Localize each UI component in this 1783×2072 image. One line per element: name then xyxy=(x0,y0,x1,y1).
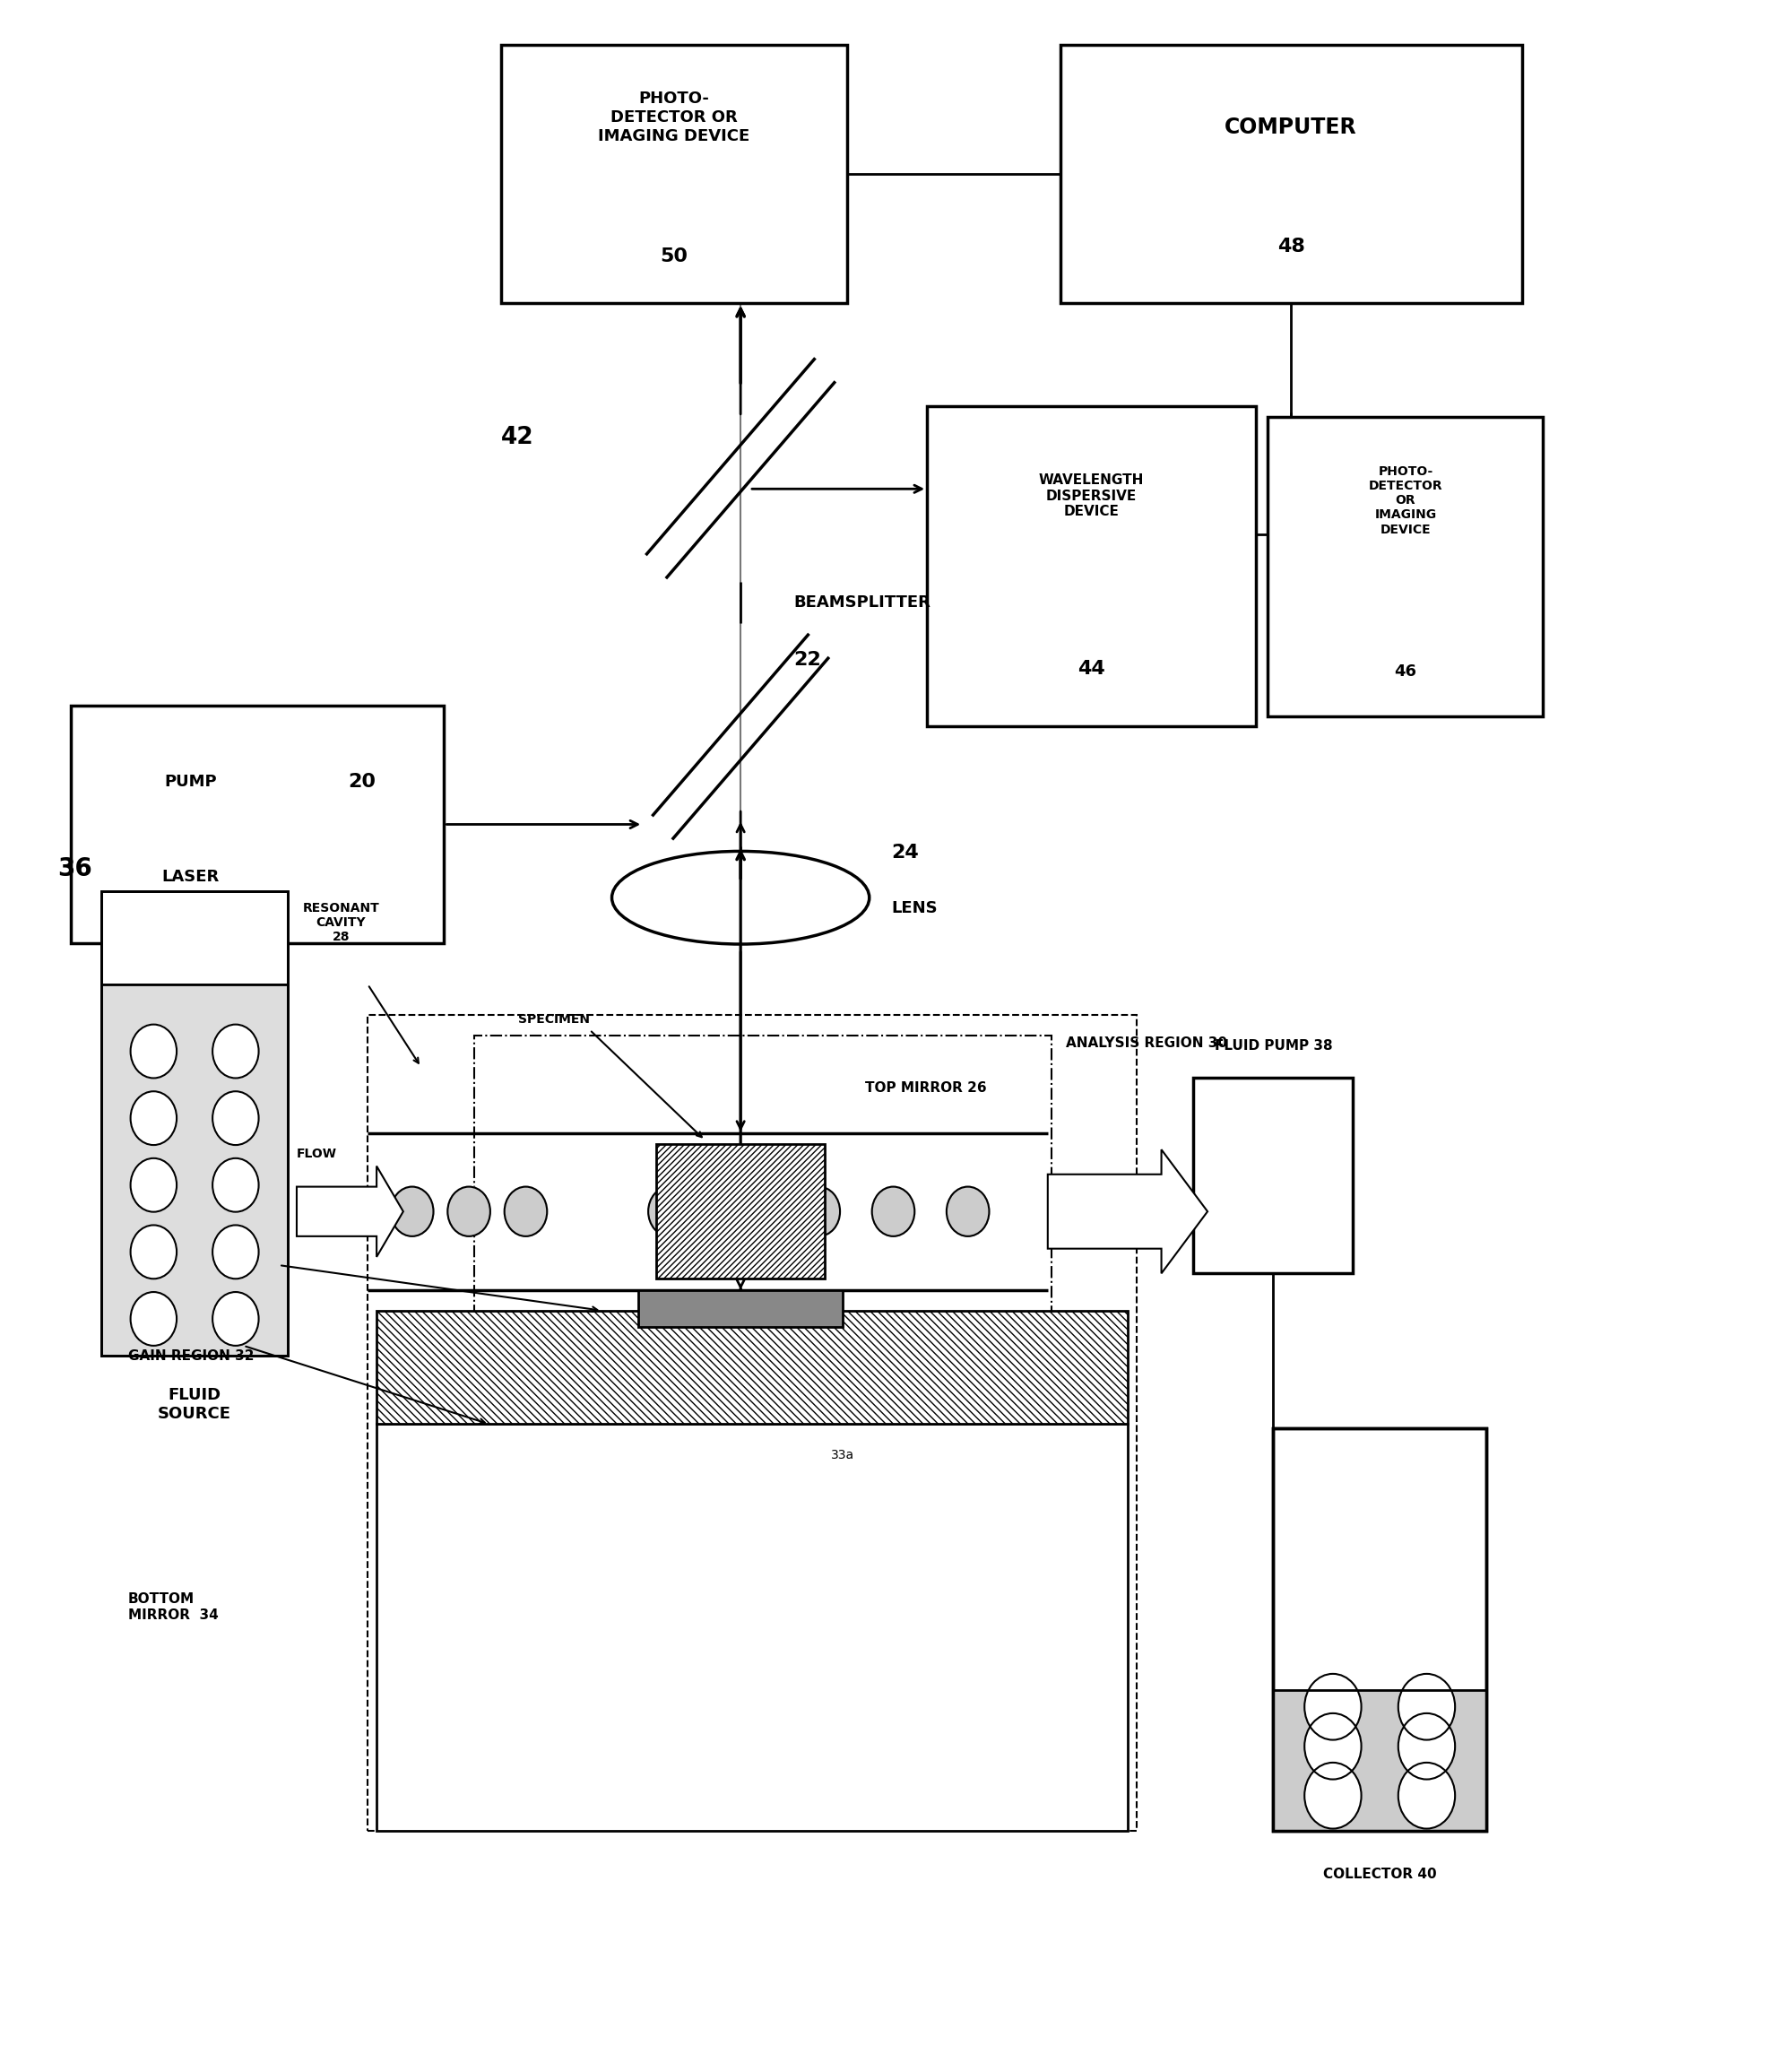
Text: COLLECTOR 40: COLLECTOR 40 xyxy=(1323,1869,1437,1881)
Circle shape xyxy=(212,1024,259,1077)
Text: 42: 42 xyxy=(501,425,533,450)
Text: BOTTOM
MIRROR  34: BOTTOM MIRROR 34 xyxy=(128,1593,218,1622)
Circle shape xyxy=(130,1158,177,1212)
Circle shape xyxy=(1305,1763,1360,1830)
Bar xyxy=(376,1423,1127,1832)
Circle shape xyxy=(390,1187,433,1237)
Text: COMPUTER: COMPUTER xyxy=(1225,116,1357,139)
Text: 33a: 33a xyxy=(831,1448,854,1461)
Text: WAVELENGTH
DISPERSIVE
DEVICE: WAVELENGTH DISPERSIVE DEVICE xyxy=(1039,474,1145,518)
Bar xyxy=(474,1036,1052,1316)
Text: 20: 20 xyxy=(348,773,376,792)
Bar xyxy=(1061,46,1523,303)
Circle shape xyxy=(1305,1714,1360,1780)
Circle shape xyxy=(212,1092,259,1146)
Circle shape xyxy=(1305,1674,1360,1740)
Bar xyxy=(1268,416,1542,717)
Text: 44: 44 xyxy=(1077,659,1105,678)
Bar xyxy=(102,891,287,984)
Text: GAIN REGION 32: GAIN REGION 32 xyxy=(128,1349,253,1363)
Circle shape xyxy=(1398,1674,1455,1740)
Text: RESONANT
CAVITY
28: RESONANT CAVITY 28 xyxy=(303,901,380,943)
Text: PHOTO-
DETECTOR OR
IMAGING DEVICE: PHOTO- DETECTOR OR IMAGING DEVICE xyxy=(597,91,751,143)
Circle shape xyxy=(130,1092,177,1146)
Text: SPECIMEN: SPECIMEN xyxy=(519,1013,590,1026)
Text: LENS: LENS xyxy=(892,899,938,916)
Circle shape xyxy=(872,1187,915,1237)
Text: FLUID PUMP 38: FLUID PUMP 38 xyxy=(1214,1038,1332,1053)
Bar xyxy=(1273,1428,1487,1832)
Bar xyxy=(638,1291,843,1326)
Bar xyxy=(1193,1077,1353,1274)
Text: FLOW: FLOW xyxy=(296,1148,337,1160)
Text: 36: 36 xyxy=(57,856,93,881)
Polygon shape xyxy=(1048,1150,1207,1274)
Circle shape xyxy=(797,1187,840,1237)
Bar xyxy=(1273,1428,1487,1832)
Text: PUMP: PUMP xyxy=(164,773,218,789)
Bar xyxy=(102,891,287,1355)
Text: 46: 46 xyxy=(1394,663,1417,680)
Circle shape xyxy=(212,1158,259,1212)
Bar xyxy=(102,984,287,1355)
Circle shape xyxy=(1398,1763,1455,1830)
Bar xyxy=(656,1144,826,1278)
Text: ANALYSIS REGION 30: ANALYSIS REGION 30 xyxy=(1066,1036,1227,1048)
Text: LASER: LASER xyxy=(162,868,219,885)
Text: BEAMSPLITTER: BEAMSPLITTER xyxy=(793,595,931,611)
Bar xyxy=(501,46,847,303)
Circle shape xyxy=(130,1225,177,1278)
Circle shape xyxy=(130,1293,177,1345)
Text: 48: 48 xyxy=(1277,238,1305,255)
Text: 24: 24 xyxy=(892,843,918,862)
Bar xyxy=(71,707,444,943)
Bar xyxy=(376,1312,1127,1423)
Ellipse shape xyxy=(612,852,870,945)
Circle shape xyxy=(947,1187,990,1237)
Bar xyxy=(1273,1691,1487,1832)
Text: TOP MIRROR 26: TOP MIRROR 26 xyxy=(865,1082,986,1094)
Text: 50: 50 xyxy=(660,249,688,265)
Circle shape xyxy=(448,1187,490,1237)
Bar xyxy=(367,1015,1136,1832)
Polygon shape xyxy=(296,1167,403,1258)
Text: 22: 22 xyxy=(793,651,822,669)
Text: PHOTO-
DETECTOR
OR
IMAGING
DEVICE: PHOTO- DETECTOR OR IMAGING DEVICE xyxy=(1369,464,1442,537)
Text: FLUID
SOURCE: FLUID SOURCE xyxy=(159,1386,232,1421)
Circle shape xyxy=(722,1187,765,1237)
Circle shape xyxy=(1398,1714,1455,1780)
Circle shape xyxy=(212,1225,259,1278)
Circle shape xyxy=(130,1024,177,1077)
Circle shape xyxy=(505,1187,547,1237)
Circle shape xyxy=(649,1187,690,1237)
Circle shape xyxy=(212,1293,259,1345)
Bar xyxy=(927,406,1255,727)
